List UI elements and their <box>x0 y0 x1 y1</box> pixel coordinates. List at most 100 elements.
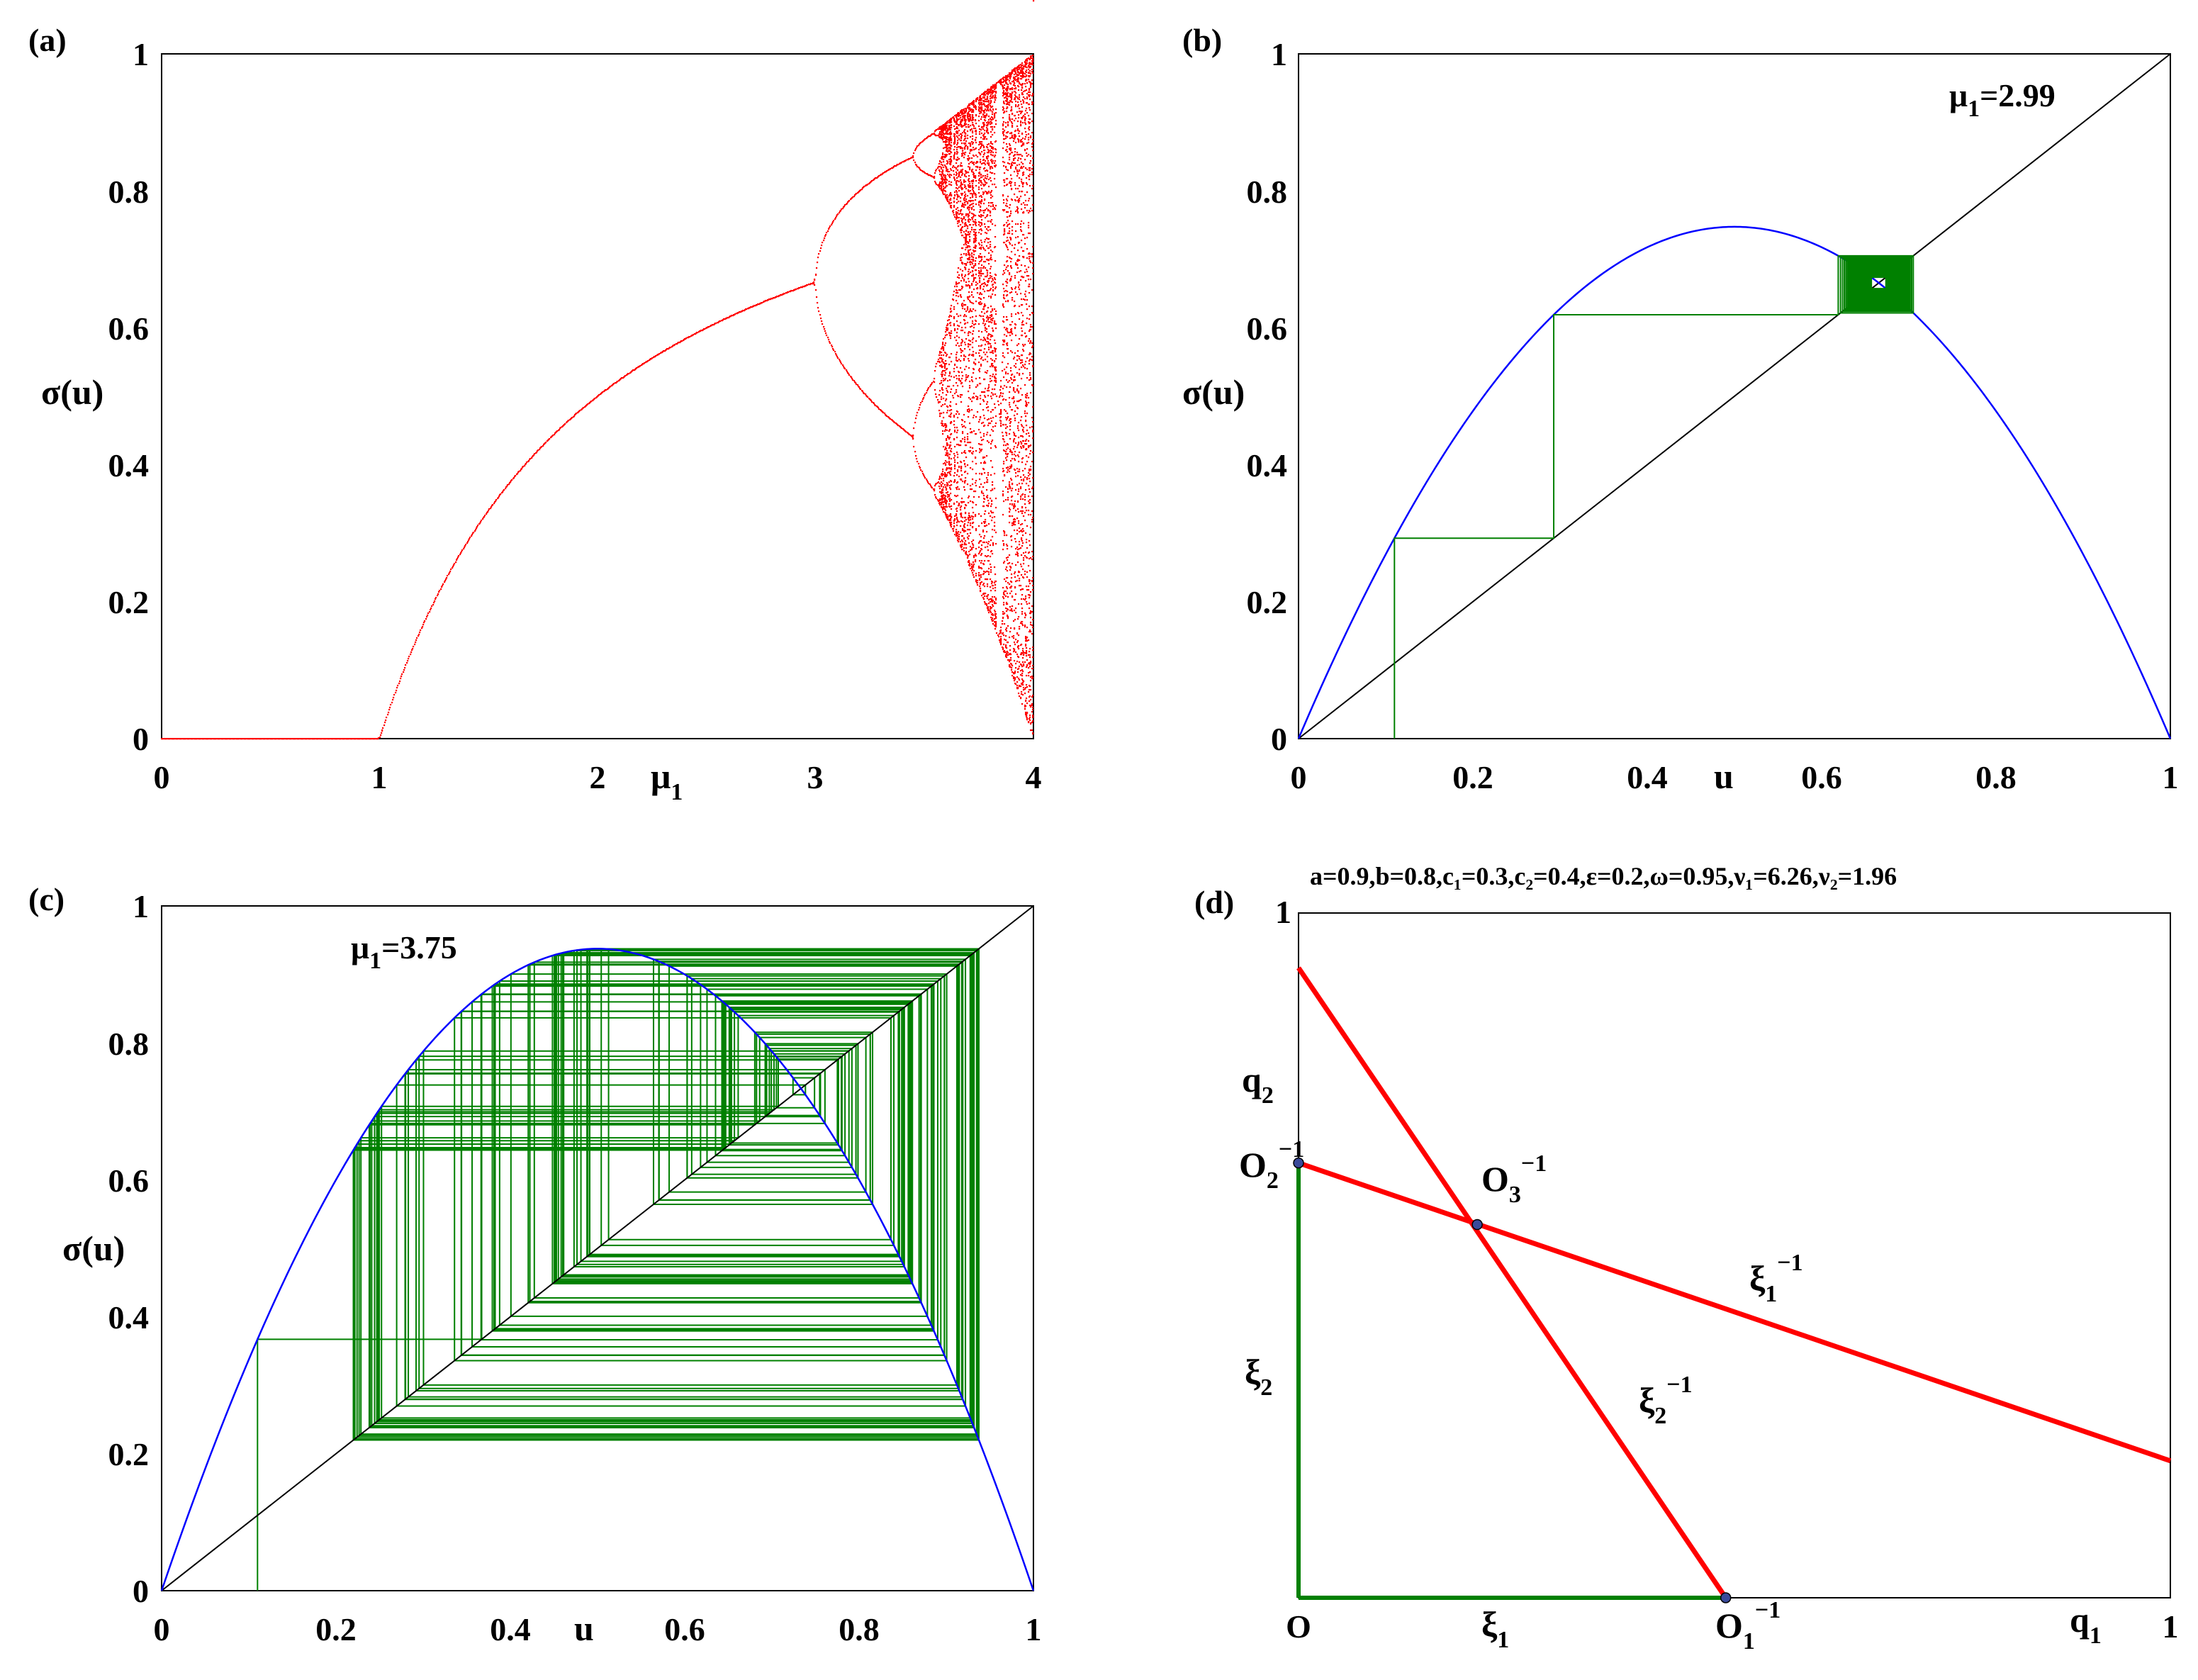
bifurcation-point <box>946 185 948 187</box>
bifurcation-point <box>968 209 970 211</box>
bifurcation-point <box>970 108 972 111</box>
bifurcation-point <box>969 259 971 261</box>
bifurcation-point <box>972 257 975 259</box>
bifurcation-point <box>975 119 977 121</box>
bifurcation-point <box>971 203 973 206</box>
bifurcation-point <box>960 117 962 119</box>
bifurcation-point <box>1003 121 1005 123</box>
bifurcation-point <box>983 564 985 566</box>
bifurcation-point <box>987 598 989 600</box>
bifurcation-point <box>162 738 164 740</box>
bifurcation-point <box>975 203 977 206</box>
bifurcation-point <box>1006 656 1008 659</box>
bifurcation-point <box>957 303 959 305</box>
bifurcation-point <box>464 545 466 547</box>
bifurcation-point <box>945 335 947 337</box>
bifurcation-point <box>972 147 975 149</box>
bifurcation-point <box>972 270 974 272</box>
bifurcation-point <box>954 431 956 433</box>
bifurcation-point <box>960 133 963 135</box>
bifurcation-point <box>963 204 965 206</box>
bifurcation-point <box>960 520 963 522</box>
bifurcation-point <box>971 256 973 258</box>
bifurcation-point <box>982 457 985 459</box>
bifurcation-point <box>953 306 955 308</box>
bifurcation-point <box>980 240 982 242</box>
bifurcation-point <box>975 260 977 262</box>
bifurcation-point <box>995 532 997 534</box>
bifurcation-point <box>975 155 977 157</box>
bifurcation-point <box>1007 582 1009 584</box>
bifurcation-point <box>989 598 992 600</box>
bifurcation-point <box>988 191 990 193</box>
bifurcation-point <box>943 147 945 150</box>
bifurcation-point <box>945 495 947 498</box>
bifurcation-point <box>989 167 992 169</box>
bifurcation-point <box>995 327 997 330</box>
bifurcation-point <box>987 272 989 274</box>
bifurcation-point <box>988 238 990 240</box>
bifurcation-point <box>746 308 748 310</box>
bifurcation-point <box>524 465 526 467</box>
bifurcation-point <box>434 600 436 603</box>
bifurcation-point <box>975 320 977 323</box>
bifurcation-point <box>938 185 940 187</box>
bifurcation-point <box>960 257 962 259</box>
bifurcation-point <box>979 244 981 246</box>
bifurcation-point <box>476 527 478 530</box>
bifurcation-point <box>954 430 956 432</box>
bifurcation-point <box>971 109 973 111</box>
bifurcation-point <box>963 501 965 503</box>
bifurcation-point <box>972 574 975 576</box>
bifurcation-point <box>945 186 947 189</box>
bifurcation-point <box>295 738 297 740</box>
bifurcation-point <box>973 247 975 249</box>
bifurcation-point <box>968 340 970 342</box>
bifurcation-point <box>956 173 958 175</box>
bifurcation-point <box>948 375 951 377</box>
bifurcation-point <box>559 429 561 431</box>
bifurcation-point <box>947 324 949 326</box>
bifurcation-point <box>956 432 958 434</box>
bifurcation-point <box>946 363 948 365</box>
bifurcation-point <box>980 536 982 538</box>
bifurcation-point <box>985 276 987 278</box>
bifurcation-point <box>947 329 949 331</box>
bifurcation-point <box>393 697 395 699</box>
bifurcation-point <box>945 175 947 177</box>
bifurcation-point <box>1002 305 1004 307</box>
bifurcation-point <box>833 220 835 222</box>
bifurcation-point <box>325 738 327 740</box>
bifurcation-point <box>965 253 968 255</box>
bifurcation-point <box>1000 410 1002 413</box>
bifurcation-point <box>421 627 423 629</box>
bifurcation-point <box>340 738 342 740</box>
bifurcation-point <box>986 331 988 333</box>
bifurcation-point <box>967 245 969 247</box>
bifurcation-point <box>980 450 982 452</box>
bifurcation-point <box>471 535 473 537</box>
bifurcation-point <box>963 157 965 159</box>
bifurcation-point <box>579 410 581 412</box>
bifurcation-point <box>1005 569 1007 571</box>
bifurcation-point <box>951 202 953 204</box>
bifurcation-point <box>981 196 983 198</box>
bifurcation-point <box>500 493 502 495</box>
bifurcation-point <box>983 433 985 435</box>
bifurcation-point <box>995 149 997 151</box>
bifurcation-point <box>901 427 903 430</box>
bifurcation-point <box>955 529 958 531</box>
bifurcation-point <box>982 283 985 285</box>
bifurcation-point <box>1009 233 1011 235</box>
bifurcation-point <box>970 110 972 112</box>
bifurcation-point <box>962 226 964 228</box>
bifurcation-point <box>991 352 993 354</box>
bifurcation-point <box>943 347 945 349</box>
bifurcation-point <box>1007 90 1009 92</box>
bifurcation-point <box>1007 373 1009 375</box>
bifurcation-point <box>813 281 815 284</box>
bifurcation-point <box>961 165 963 167</box>
bifurcation-point <box>825 332 827 335</box>
bifurcation-point <box>960 183 963 185</box>
